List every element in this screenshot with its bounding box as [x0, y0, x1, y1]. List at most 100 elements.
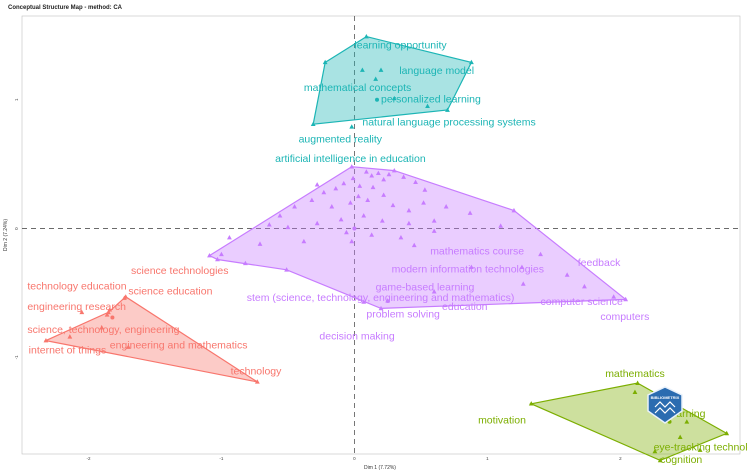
keyword-point [207, 253, 212, 258]
keyword-label: computers [600, 311, 649, 323]
keyword-label: language model [399, 65, 474, 77]
keyword-label: modern information technologies [392, 264, 544, 276]
keyword-label: feedback [578, 257, 621, 269]
keyword-point [292, 204, 297, 209]
keyword-label: engineering research [27, 301, 126, 313]
keyword-point [314, 220, 320, 226]
keyword-point [724, 430, 730, 436]
keyword-point [652, 448, 658, 454]
keyword-point [582, 283, 587, 289]
keyword-point [322, 59, 328, 65]
keyword-point [43, 338, 49, 343]
keyword-point [349, 164, 355, 169]
keyword-label: problem solving [366, 309, 440, 321]
keyword-point [121, 295, 127, 300]
keyword-point [386, 171, 392, 177]
keyword-label: motivation [478, 414, 526, 426]
badge-shield-icon [647, 386, 683, 424]
plot-frame [21, 15, 741, 455]
keyword-point [321, 189, 327, 195]
keyword-label: science education [128, 285, 212, 297]
keyword-point [635, 380, 641, 385]
keyword-label: education [442, 301, 488, 313]
keyword-label: game-based learning [376, 282, 475, 294]
keyword-label: mathematics course [430, 246, 524, 258]
keyword-point [391, 95, 397, 101]
keyword-point [391, 167, 397, 173]
keyword-point [355, 193, 361, 199]
keyword-point [467, 210, 473, 215]
keyword-label: artificial intelligence in education [275, 153, 426, 165]
keyword-point [349, 238, 355, 244]
reference-lines [22, 16, 740, 454]
x-tick-label: 1 [486, 456, 489, 461]
y-tick-label: 1 [14, 98, 19, 101]
keyword-point [398, 234, 404, 240]
keyword-point [219, 251, 224, 257]
keyword-point [528, 401, 534, 406]
keyword-label: stem (science, technology, engineering a… [247, 292, 515, 304]
keyword-point [511, 207, 517, 213]
cluster-hull-1 [312, 35, 473, 125]
keyword-point [406, 207, 412, 213]
keyword-point [381, 177, 387, 182]
keyword-point [341, 180, 347, 186]
keyword-point [469, 264, 474, 270]
keyword-point [373, 76, 379, 81]
y-tick-label: 0 [14, 227, 19, 230]
x-tick-label: 0 [353, 456, 356, 461]
keyword-point [519, 264, 525, 270]
keyword-labels: learning opportunity language model mathem… [27, 39, 748, 466]
keyword-label: augmented reality [299, 133, 383, 145]
keyword-point [350, 175, 356, 181]
keyword-label: mathematical concepts [304, 82, 411, 94]
keyword-point [359, 67, 365, 72]
chart-title: Conceptual Structure Map - method: CA [8, 5, 123, 11]
keyword-point [365, 197, 371, 203]
keyword-point [348, 200, 353, 205]
x-axis-label: Dim 1 (7.72%) [364, 465, 396, 471]
keyword-point [357, 183, 363, 188]
keyword-point [242, 260, 248, 266]
keyword-label: cognition [660, 454, 702, 466]
x-tick-label: -1 [219, 456, 223, 461]
keyword-label: internet of things [29, 345, 107, 357]
keyword-point [370, 184, 376, 190]
keyword-point [329, 204, 335, 209]
keyword-point [99, 325, 105, 330]
keyword-point [361, 299, 367, 304]
keyword-point [215, 256, 220, 262]
keyword-label: personalized learning [381, 94, 481, 106]
keyword-point [254, 379, 260, 384]
keyword-point [369, 173, 375, 178]
keyword-point [385, 298, 391, 303]
badge-rings-icon [654, 401, 676, 414]
keyword-point [445, 107, 450, 112]
keyword-point [611, 294, 617, 299]
keyword-point [538, 251, 543, 257]
keyword-point [443, 204, 449, 209]
keyword-point [431, 228, 437, 233]
axis-ticks: -2 -1 0 1 2 -1 0 1 [14, 98, 622, 461]
keyword-point [369, 232, 375, 237]
keyword-label: eye-tracking technology [654, 441, 748, 453]
keyword-label: learning opportunity [354, 39, 447, 51]
keyword-point [498, 223, 504, 228]
keyword-point [520, 281, 526, 286]
keyword-point [363, 169, 369, 174]
keyword-label: decision making [319, 331, 394, 343]
keyword-point [422, 187, 428, 192]
keyword-point [406, 220, 412, 226]
keyword-label: technology [231, 365, 283, 377]
keyword-point [314, 182, 320, 187]
y-axis-label: Dim 2 (7.24%) [3, 219, 9, 251]
keyword-point [657, 457, 663, 463]
keyword-point [309, 197, 315, 203]
keyword-point [107, 307, 113, 312]
y-tick-label: -1 [14, 355, 19, 359]
keyword-point [411, 242, 417, 248]
keyword-point [284, 267, 289, 272]
keyword-point [431, 218, 437, 223]
keyword-points [43, 34, 730, 463]
